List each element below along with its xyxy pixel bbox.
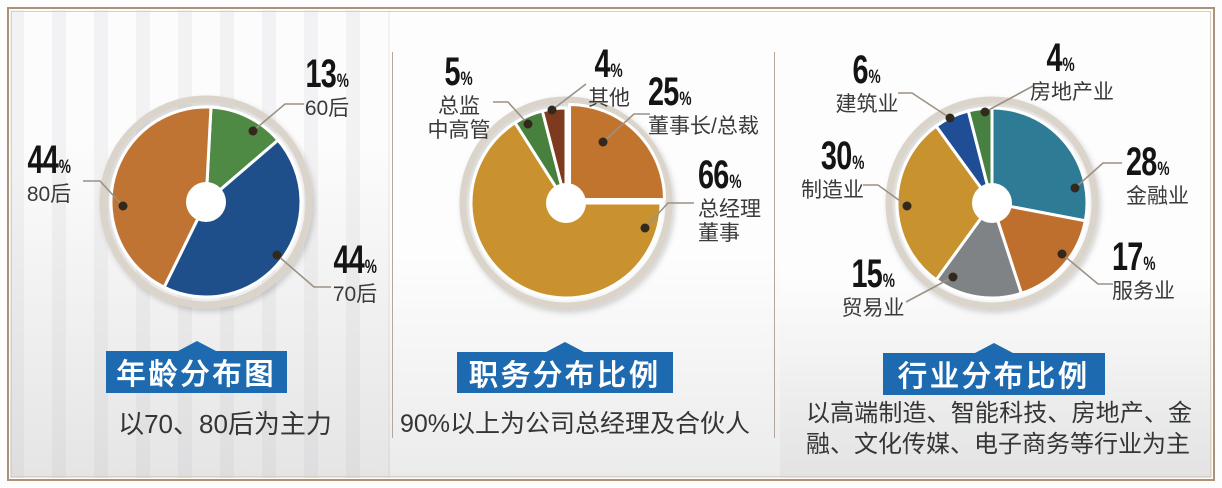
slice-label: 金融业 — [1126, 185, 1189, 208]
leader-line-60后 — [252, 103, 304, 132]
caption-industry: 以高端制造、智能科技、房地产、金融、文化传媒、电子商务等行业为主 — [806, 400, 1192, 458]
pie-slice-70后 — [162, 138, 303, 299]
leader-dot-80后 — [118, 201, 128, 211]
percent-value: 30% — [820, 134, 864, 178]
slice-label: 建筑业 — [835, 93, 899, 116]
label-zongjian-zhonggaoguan: 5% 总监 中高管 — [420, 52, 498, 144]
percent-value: 15% — [851, 252, 895, 296]
leader-line-70后 — [276, 254, 331, 288]
slice-label: 房地产业 — [1030, 81, 1114, 104]
leader-line-制造业 — [863, 184, 908, 207]
leader-dot-房地产业 — [980, 107, 990, 117]
leader-dot-董事长/总裁 — [598, 137, 608, 147]
leader-dot-70后 — [272, 250, 282, 260]
leader-dot-制造业 — [902, 201, 912, 211]
slice-label: 贸易业 — [841, 297, 905, 320]
percent-value: 4% — [1046, 36, 1076, 80]
leader-line-总经理董事 — [644, 202, 694, 229]
pie-slice-董事长/总裁 — [568, 102, 667, 201]
percent-value: 5% — [444, 50, 474, 94]
percent-value: 44% — [333, 238, 377, 282]
pie-slice-60后 — [204, 105, 280, 204]
slice-label: 服务业 — [1112, 280, 1175, 303]
pie-outer-ring — [99, 95, 313, 309]
slice-label: 董事长/总裁 — [648, 115, 759, 138]
banner-industry-distribution: 行业分布比例 — [883, 353, 1105, 395]
leader-dot-总经理董事 — [640, 223, 650, 233]
label-80hou: 44% 80后 — [14, 140, 84, 207]
leader-line-贸易业 — [905, 276, 954, 303]
percent-value: 66% — [698, 153, 742, 197]
label-maoyiye: 15% 贸易业 — [840, 254, 906, 321]
leader-dot-60后 — [248, 126, 258, 136]
section-divider-right — [774, 52, 775, 438]
label-60hou: 13% 60后 — [292, 54, 362, 121]
percent-value: 17% — [1112, 235, 1156, 279]
percent-value: 28% — [1126, 140, 1170, 184]
slice-label: 总监 中高管 — [427, 95, 491, 143]
label-70hou: 44% 70后 — [320, 240, 390, 307]
donut-hole — [186, 182, 226, 222]
pie-outer-ring — [885, 96, 1099, 310]
percent-value: 6% — [852, 48, 882, 92]
donut-hole — [972, 183, 1012, 223]
percent-value: 4% — [594, 42, 624, 86]
banner-title: 职务分布比例 — [468, 359, 661, 392]
banner-title: 年龄分布图 — [116, 359, 277, 391]
pie-slice-金融业 — [990, 106, 1089, 223]
label-dongshizhang-zongcai: 25% 董事长/总裁 — [648, 72, 772, 139]
slice-label: 其他 — [588, 87, 630, 110]
label-zongjingli-dongshi: 66% 总经理 董事 — [698, 155, 788, 247]
slice-label: 制造业 — [801, 179, 864, 202]
banner-position-distribution: 职务分布比例 — [457, 352, 673, 393]
leader-dot-服务业 — [1057, 249, 1067, 259]
label-fangdichanye: 4% 房地产业 — [1030, 38, 1114, 105]
banner-title: 行业分布比例 — [897, 361, 1090, 393]
leader-line-董事长/总裁 — [602, 113, 650, 143]
label-zhizaoye: 30% 制造业 — [794, 136, 864, 203]
banner-age-distribution: 年龄分布图 — [106, 351, 287, 393]
leader-line-房地产业 — [984, 85, 1034, 113]
leader-dot-金融业 — [1070, 183, 1080, 193]
donut-hole — [546, 183, 586, 223]
leader-line-80后 — [83, 180, 124, 207]
slice-label: 60后 — [304, 97, 350, 120]
leader-dot-其他 — [547, 105, 557, 115]
percent-value: 44% — [27, 138, 71, 182]
percent-value: 13% — [305, 52, 349, 96]
leader-dot-建筑业 — [945, 113, 955, 123]
pie-slice-贸易业 — [934, 201, 1023, 300]
caption-age: 以70、80后为主力 — [118, 409, 332, 439]
slice-label: 总经理 董事 — [698, 198, 761, 246]
label-qita: 4% 其他 — [580, 44, 638, 111]
leader-dot-贸易业 — [948, 272, 958, 282]
slice-label: 80后 — [26, 183, 72, 206]
label-jinrongye: 28% 金融业 — [1126, 142, 1216, 209]
leader-line-建筑业 — [898, 92, 951, 119]
percent-value: 25% — [648, 70, 692, 114]
leader-dot-总监中高管 — [523, 119, 533, 129]
pie-slice-80后 — [109, 105, 213, 289]
leader-line-总监中高管 — [493, 101, 529, 125]
pie-slice-制造业 — [895, 124, 994, 282]
slice-label: 70后 — [332, 283, 378, 306]
section-divider-left — [392, 52, 393, 438]
leader-line-其他 — [551, 83, 587, 111]
label-fuwuye: 17% 服务业 — [1112, 237, 1202, 304]
label-jianzhuye: 6% 建筑业 — [834, 50, 900, 117]
leader-line-金融业 — [1074, 162, 1122, 189]
caption-position: 90%以上为公司总经理及合伙人 — [399, 410, 751, 438]
leader-line-服务业 — [1061, 253, 1113, 285]
